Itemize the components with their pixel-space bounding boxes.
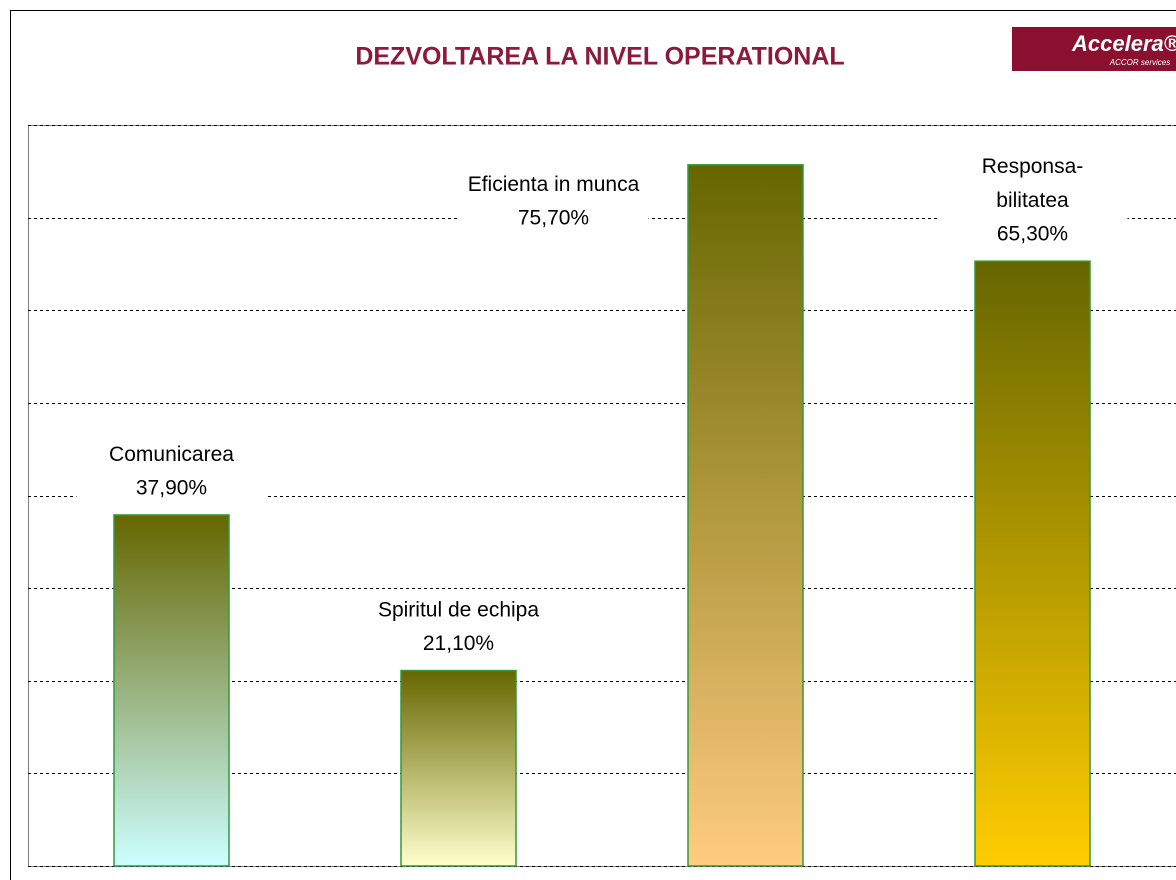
value-label: 75,70% (518, 206, 589, 229)
label-bg (76, 437, 267, 506)
logo-box (1012, 27, 1176, 71)
label-bg (458, 167, 649, 236)
bar (687, 164, 804, 867)
label-bg (363, 593, 554, 662)
category-label: Spiritul de echipa (378, 598, 539, 621)
category-label: Responsa-bilitatea (982, 155, 1084, 212)
bar (113, 514, 230, 867)
plot-area: Comunicarea 37,90% Spiritul de echipa 21,10… (28, 125, 1176, 867)
chart-title: DEZVOLTAREA LA NIVEL OPERATIONAL (355, 43, 844, 71)
label-bg (937, 150, 1128, 253)
logo-name: Accelera® (1071, 31, 1176, 56)
value-label: 21,10% (423, 632, 494, 655)
category-label: Eficienta in munca (468, 172, 640, 195)
bar (974, 260, 1091, 867)
logo-sub: ACCOR services (1109, 58, 1170, 67)
bar (400, 669, 517, 867)
value-label: 37,90% (136, 476, 207, 499)
value-label: 65,30% (997, 223, 1068, 246)
category-label: Comunicarea (109, 442, 234, 465)
